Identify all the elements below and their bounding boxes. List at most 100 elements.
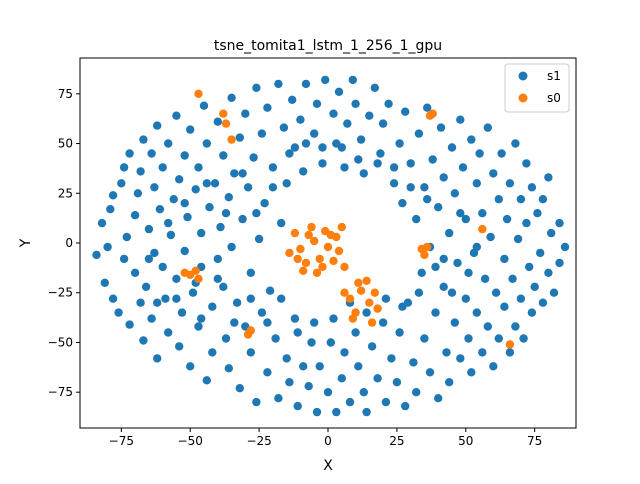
point-s1-231 [153, 298, 162, 307]
point-s1-36 [169, 195, 178, 204]
point-s1-188 [475, 149, 484, 158]
point-s1-50 [194, 163, 203, 172]
point-s1-169 [439, 173, 448, 182]
point-s1-30 [158, 262, 167, 272]
chart-title: tsne_tomita1_lstm_1_256_1_gpu [214, 38, 442, 54]
point-s1-236 [197, 314, 206, 323]
point-s1-7 [114, 308, 123, 317]
point-s1-131 [359, 388, 368, 397]
point-s1-144 [389, 179, 399, 188]
point-s1-183 [467, 135, 476, 144]
point-s1-164 [431, 308, 440, 317]
point-s1-47 [188, 288, 198, 297]
point-s1-99 [288, 95, 297, 105]
point-s1-241 [238, 169, 247, 178]
point-s1-268 [464, 268, 473, 277]
point-s1-94 [277, 218, 286, 228]
x-axis-ticks: −75 −50 −25 0 25 50 75 [109, 428, 542, 448]
point-s1-205 [505, 179, 515, 188]
point-s1-90 [268, 163, 278, 172]
point-s1-224 [544, 173, 553, 182]
point-s1-140 [378, 119, 388, 128]
point-s1-160 [423, 103, 432, 112]
point-s1-166 [434, 394, 443, 403]
point-s1-149 [401, 401, 410, 411]
point-s1-194 [486, 232, 495, 242]
point-s1-175 [450, 189, 459, 198]
point-s1-118 [332, 407, 341, 417]
point-s1-141 [381, 397, 391, 407]
point-s1-44 [183, 212, 192, 222]
point-s1-237 [202, 179, 211, 188]
point-s1-39 [175, 342, 184, 351]
point-s1-142 [384, 99, 393, 109]
point-s1-80 [249, 153, 258, 162]
point-s1-61 [213, 117, 222, 126]
legend-marker-s0 [518, 93, 528, 103]
point-s1-93 [274, 394, 283, 403]
point-s1-171 [445, 228, 454, 238]
point-s1-18 [136, 167, 145, 176]
point-s1-172 [445, 378, 454, 387]
point-s1-153 [409, 358, 418, 367]
point-s0-47 [348, 314, 357, 323]
point-s1-0 [92, 250, 101, 260]
point-s1-113 [318, 159, 327, 168]
point-s1-123 [340, 163, 349, 172]
point-s1-46 [186, 125, 195, 134]
point-s1-202 [500, 302, 509, 311]
point-s1-251 [318, 143, 327, 152]
point-s0-16 [505, 340, 515, 349]
point-s0-31 [340, 262, 349, 272]
point-s1-150 [401, 107, 410, 116]
point-s1-190 [478, 209, 487, 218]
point-s1-120 [334, 87, 344, 97]
point-s1-20 [139, 135, 148, 144]
point-s1-69 [227, 242, 236, 252]
point-s1-77 [243, 183, 253, 192]
point-s1-228 [555, 258, 564, 268]
point-s0-22 [329, 256, 338, 266]
point-s1-184 [467, 368, 476, 377]
point-s1-134 [365, 111, 374, 120]
y-axis-ticks: −75 −50 −25 0 25 50 75 [48, 87, 80, 399]
point-s1-215 [525, 262, 534, 272]
point-s1-260 [398, 302, 407, 311]
point-s1-83 [254, 234, 264, 244]
point-s1-73 [235, 384, 244, 393]
point-s0-32 [293, 254, 302, 264]
point-s1-198 [494, 195, 503, 204]
x-tick-label-6: 75 [527, 434, 542, 448]
point-s1-117 [329, 109, 338, 118]
point-s1-234 [180, 199, 189, 208]
point-s1-23 [147, 314, 156, 323]
point-s1-59 [210, 179, 220, 188]
point-s1-214 [522, 159, 531, 168]
point-s1-38 [172, 111, 181, 120]
point-s1-42 [180, 246, 189, 256]
point-s1-201 [500, 254, 509, 264]
point-s0-39 [365, 298, 374, 307]
point-s1-210 [516, 294, 526, 303]
point-s1-97 [282, 179, 291, 188]
point-s1-6 [108, 191, 118, 200]
point-s1-247 [285, 149, 294, 158]
point-s1-101 [290, 143, 300, 152]
point-s1-56 [205, 203, 214, 212]
x-axis-label: X [323, 458, 333, 474]
point-s1-128 [351, 99, 360, 109]
point-s1-28 [153, 354, 162, 363]
point-s1-244 [263, 318, 272, 327]
point-s1-19 [139, 336, 148, 345]
point-s1-41 [177, 308, 187, 317]
point-s1-10 [119, 163, 129, 172]
point-s1-91 [271, 334, 280, 343]
point-s1-158 [420, 183, 429, 192]
point-s1-259 [389, 163, 399, 172]
point-s1-211 [516, 195, 526, 204]
point-s0-30 [312, 268, 322, 277]
point-s0-46 [367, 318, 377, 327]
x-tick-label-2: −25 [246, 434, 271, 448]
point-s1-84 [257, 129, 267, 138]
point-s1-152 [406, 159, 415, 168]
